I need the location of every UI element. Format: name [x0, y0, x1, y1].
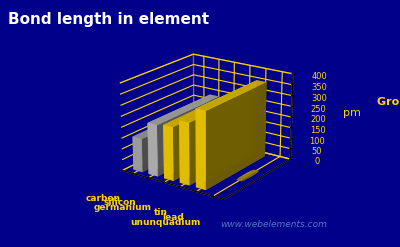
Text: Bond length in element: Bond length in element [8, 12, 209, 27]
Text: www.webelements.com: www.webelements.com [220, 220, 327, 229]
